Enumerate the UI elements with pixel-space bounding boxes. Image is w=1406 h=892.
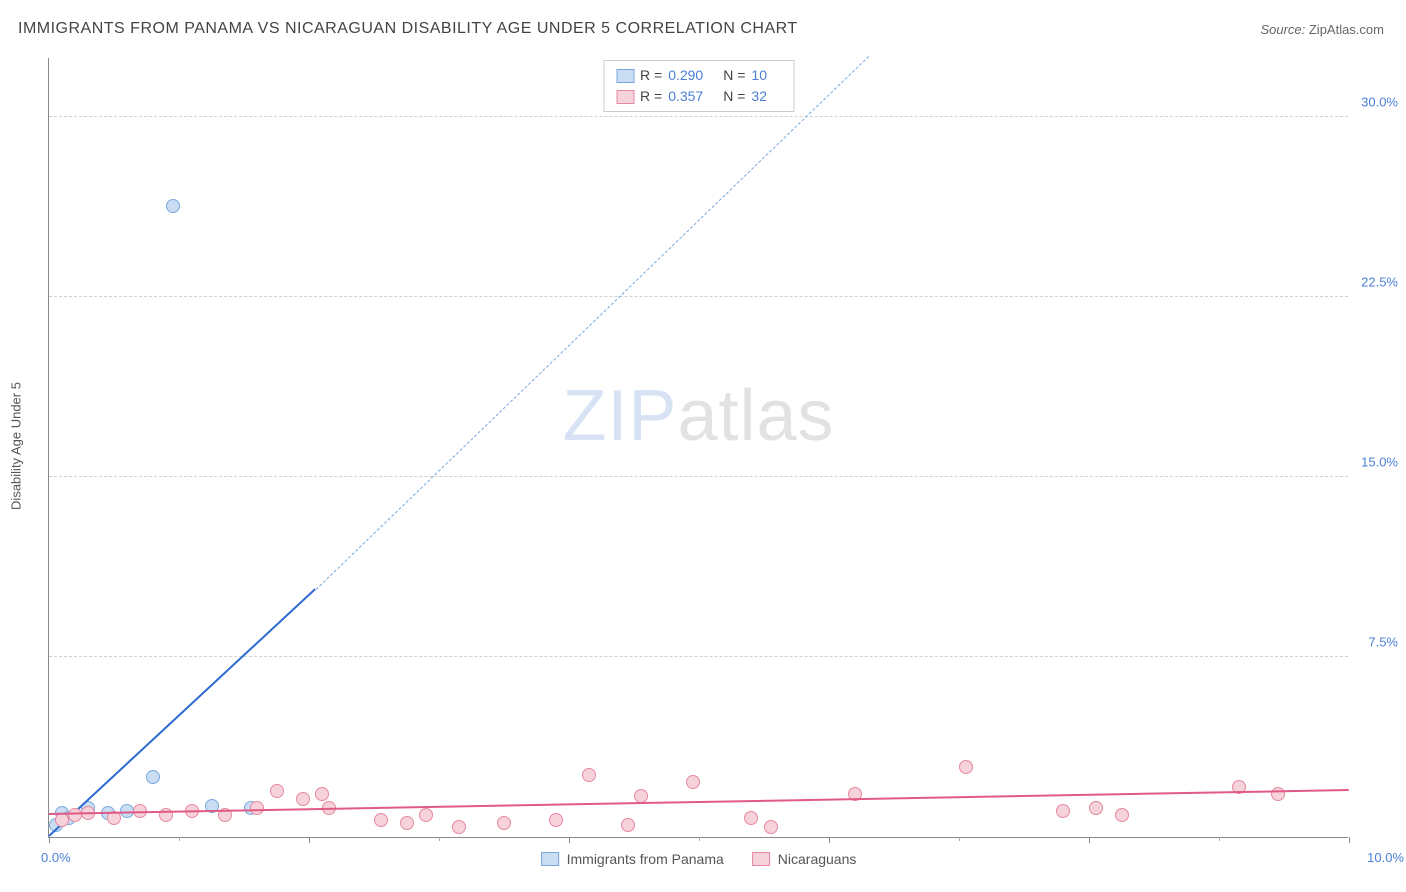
n-label: N =	[723, 86, 745, 107]
scatter-point	[549, 813, 563, 827]
y-tick-label: 22.5%	[1361, 275, 1398, 290]
series-legend: Immigrants from Panama Nicaraguans	[541, 851, 857, 867]
x-tick-major	[1349, 837, 1350, 843]
legend-label: Nicaraguans	[778, 851, 857, 867]
scatter-point	[55, 813, 69, 827]
scatter-point	[270, 784, 284, 798]
x-axis-max-label: 10.0%	[1367, 850, 1404, 865]
watermark-atlas: atlas	[677, 376, 834, 456]
legend-item: Nicaraguans	[752, 851, 857, 867]
r-label: R =	[640, 65, 662, 86]
legend-swatch	[616, 90, 634, 104]
scatter-point	[1089, 801, 1103, 815]
scatter-point	[400, 816, 414, 830]
legend-label: Immigrants from Panama	[567, 851, 724, 867]
x-tick-minor	[959, 837, 960, 841]
scatter-point	[621, 818, 635, 832]
scatter-point	[374, 813, 388, 827]
x-tick-major	[829, 837, 830, 843]
scatter-point	[1271, 787, 1285, 801]
source-attribution: Source: ZipAtlas.com	[1260, 22, 1384, 37]
chart-title: IMMIGRANTS FROM PANAMA VS NICARAGUAN DIS…	[18, 20, 798, 38]
stats-legend: R = 0.290 N = 10 R = 0.357 N = 32	[603, 60, 794, 112]
x-tick-minor	[439, 837, 440, 841]
r-value: 0.290	[668, 65, 703, 86]
scatter-point	[166, 199, 180, 213]
scatter-point	[68, 808, 82, 822]
scatter-point	[582, 768, 596, 782]
stats-row: R = 0.357 N = 32	[616, 86, 781, 107]
scatter-plot-area: ZIPatlas R = 0.290N = 10R = 0.357N = 32 …	[48, 58, 1348, 838]
legend-item: Immigrants from Panama	[541, 851, 724, 867]
trendline	[48, 588, 316, 837]
y-axis-label: Disability Age Under 5	[9, 382, 24, 510]
n-value: 32	[751, 86, 767, 107]
scatter-point	[1115, 808, 1129, 822]
scatter-point	[419, 808, 433, 822]
scatter-point	[315, 787, 329, 801]
x-tick-major	[569, 837, 570, 843]
gridline	[49, 116, 1348, 117]
scatter-point	[146, 770, 160, 784]
watermark-zip: ZIP	[562, 376, 677, 456]
trendline-dashed	[315, 56, 868, 590]
scatter-point	[452, 820, 466, 834]
stats-row: R = 0.290 N = 10	[616, 65, 781, 86]
x-tick-major	[49, 837, 50, 843]
legend-swatch	[616, 69, 634, 83]
scatter-point	[744, 811, 758, 825]
x-tick-minor	[179, 837, 180, 841]
y-tick-label: 7.5%	[1368, 635, 1398, 650]
scatter-point	[959, 760, 973, 774]
y-tick-label: 15.0%	[1361, 455, 1398, 470]
r-label: R =	[640, 86, 662, 107]
n-label: N =	[723, 65, 745, 86]
x-tick-major	[1089, 837, 1090, 843]
y-tick-label: 30.0%	[1361, 95, 1398, 110]
gridline	[49, 296, 1348, 297]
legend-swatch	[752, 852, 770, 866]
legend-swatch	[541, 852, 559, 866]
gridline	[49, 476, 1348, 477]
scatter-point	[686, 775, 700, 789]
x-tick-minor	[699, 837, 700, 841]
source-prefix: Source:	[1260, 22, 1308, 37]
x-tick-major	[309, 837, 310, 843]
r-value: 0.357	[668, 86, 703, 107]
x-tick-minor	[1219, 837, 1220, 841]
scatter-point	[497, 816, 511, 830]
n-value: 10	[751, 65, 767, 86]
scatter-point	[1056, 804, 1070, 818]
source-name: ZipAtlas.com	[1309, 22, 1384, 37]
scatter-point	[764, 820, 778, 834]
watermark: ZIPatlas	[562, 375, 834, 457]
scatter-point	[296, 792, 310, 806]
x-axis-origin-label: 0.0%	[41, 850, 71, 865]
